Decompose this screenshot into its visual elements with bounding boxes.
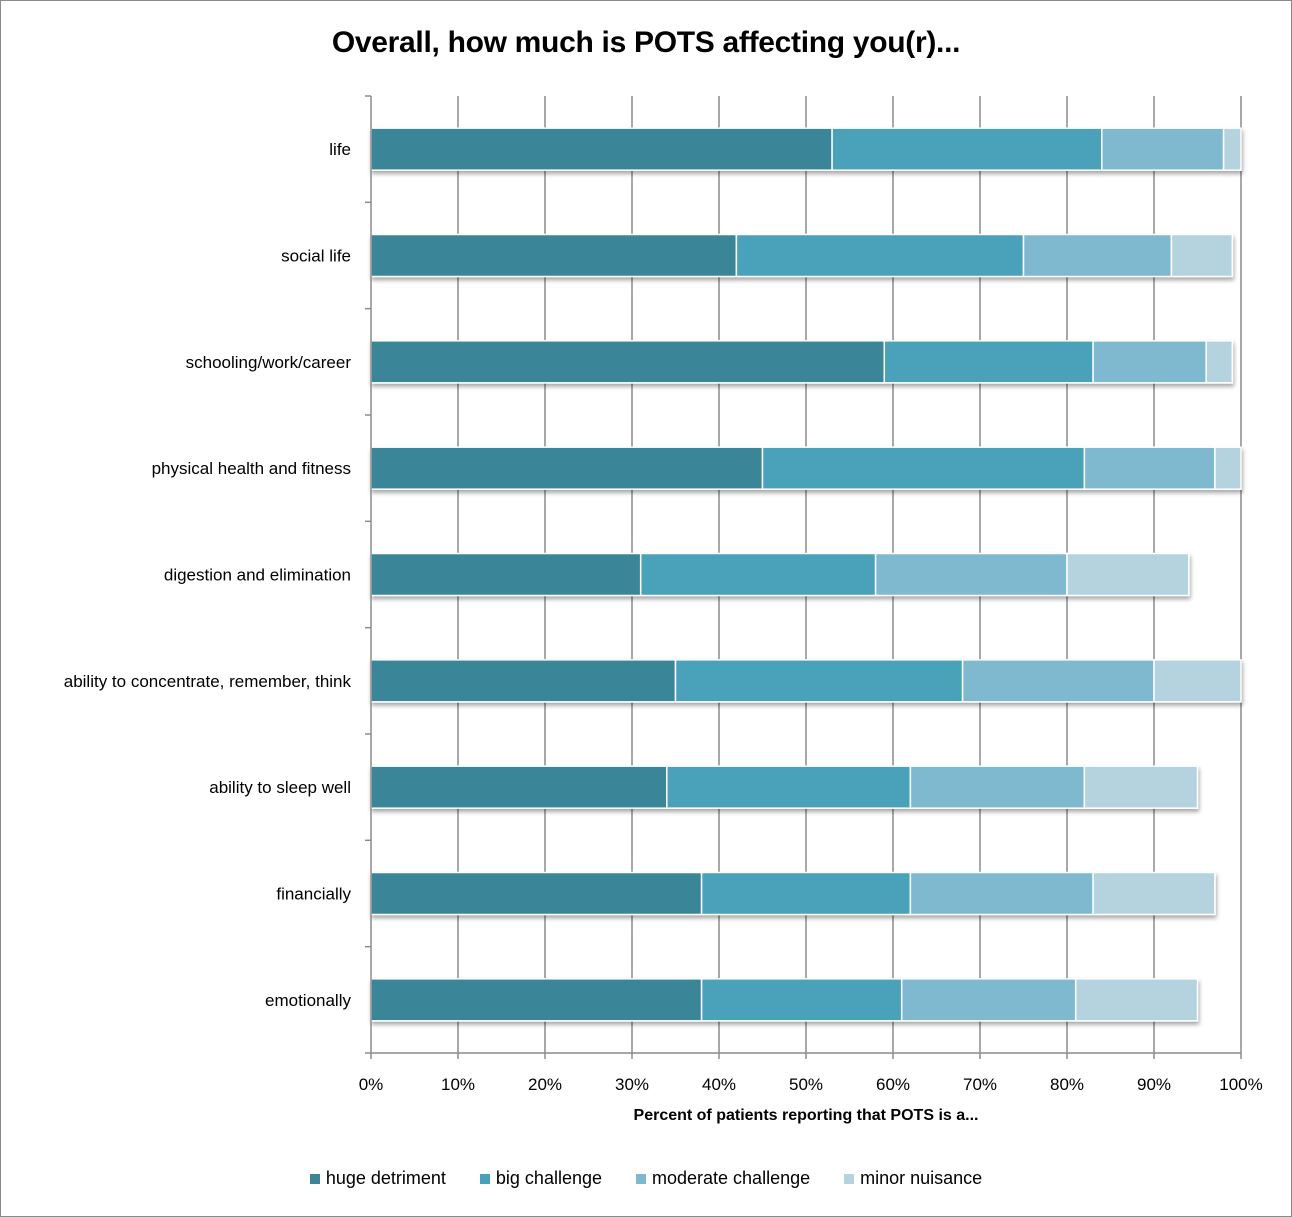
- legend-label: big challenge: [495, 1168, 602, 1188]
- bar-group: [370, 233, 1234, 278]
- bar-segment: [1083, 765, 1199, 809]
- bar-segment: [1214, 446, 1242, 490]
- bar-group: [370, 978, 1199, 1022]
- bar-segment: [1170, 233, 1234, 278]
- y-category-label: social life: [281, 247, 351, 266]
- x-axis-title: Percent of patients reporting that POTS …: [633, 1107, 979, 1124]
- bar-segment: [370, 552, 642, 597]
- y-category-label: schooling/work/career: [186, 353, 352, 372]
- bar-group: [370, 659, 1242, 703]
- bar-segment: [666, 765, 912, 809]
- bar-segment: [909, 765, 1086, 809]
- x-tick-label: 70%: [963, 1075, 997, 1094]
- bar-segment: [370, 659, 677, 703]
- y-category-label: ability to concentrate, remember, think: [64, 672, 352, 691]
- legend-swatch: [844, 1173, 855, 1184]
- legend-item: huge detriment: [309, 1168, 446, 1189]
- bar-segment: [909, 871, 1094, 916]
- x-tick-label: 60%: [876, 1075, 910, 1094]
- y-category-label: physical health and fitness: [152, 459, 351, 478]
- y-category-label: ability to sleep well: [209, 778, 351, 797]
- bar-group: [370, 871, 1216, 916]
- legend-label: huge detriment: [325, 1168, 446, 1188]
- bar-segment: [1222, 127, 1242, 171]
- bar-segment: [370, 127, 833, 171]
- bar-segment: [1205, 340, 1234, 384]
- bar-segment: [1083, 446, 1216, 490]
- bar-segment: [1066, 552, 1190, 597]
- legend: huge detriment big challenge moderate chal…: [0, 1168, 1292, 1189]
- bar-segment: [1074, 978, 1199, 1022]
- bar-group: [370, 446, 1242, 490]
- bar-segment: [883, 340, 1094, 384]
- bar-segment: [900, 978, 1077, 1022]
- bar-segment: [639, 552, 877, 597]
- bar-segment: [370, 765, 668, 809]
- bar-segment: [370, 340, 886, 384]
- bar-segment: [1153, 659, 1242, 703]
- y-category-label: life: [329, 140, 351, 159]
- legend-item: minor nuisance: [844, 1168, 982, 1189]
- bar-segment: [370, 978, 703, 1022]
- legend-swatch: [479, 1173, 490, 1184]
- x-tick-label: 10%: [441, 1075, 475, 1094]
- bar-group: [370, 340, 1234, 384]
- bar-segment: [831, 127, 1103, 171]
- chart-title: Overall, how much is POTS affecting you(…: [331, 26, 961, 59]
- x-tick-label: 30%: [615, 1075, 649, 1094]
- y-category-label: digestion and elimination: [164, 566, 351, 585]
- bar-segment: [874, 552, 1068, 597]
- bar-segment: [961, 659, 1155, 703]
- bars: [370, 127, 1242, 1022]
- bar-segment: [1092, 871, 1216, 916]
- x-tick-labels: 0% 10% 20% 30% 40% 50% 60% 70% 80% 90% 100%: [359, 1075, 1263, 1094]
- bar-group: [370, 765, 1199, 809]
- y-category-label: financially: [276, 885, 351, 904]
- legend-swatch: [309, 1173, 320, 1184]
- axes: [365, 95, 1242, 1059]
- x-tick-label: 20%: [528, 1075, 562, 1094]
- legend-item: big challenge: [479, 1168, 602, 1189]
- bar-segment: [1092, 340, 1207, 384]
- legend-label: minor nuisance: [860, 1168, 983, 1188]
- bar-segment: [370, 871, 703, 916]
- x-tick-label: 0%: [359, 1075, 384, 1094]
- y-category-labels: life social life schooling/work/career phys…: [64, 140, 352, 1010]
- bar-group: [370, 127, 1242, 171]
- bar-segment: [370, 233, 738, 278]
- legend-swatch: [636, 1173, 646, 1184]
- x-tick-label: 50%: [789, 1075, 823, 1094]
- y-category-label: emotionally: [265, 991, 351, 1010]
- bar-segment: [1101, 127, 1225, 171]
- x-tick-label: 40%: [702, 1075, 736, 1094]
- legend-item: moderate challenge: [636, 1168, 810, 1189]
- bar-segment: [370, 446, 764, 490]
- bar-segment: [700, 978, 903, 1022]
- bar-group: [370, 552, 1190, 597]
- x-tick-label: 90%: [1137, 1075, 1171, 1094]
- legend-label: moderate challenge: [652, 1168, 811, 1188]
- bar-segment: [700, 871, 912, 916]
- bar-segment: [1022, 233, 1173, 278]
- bar-segment: [674, 659, 964, 703]
- bar-segment: [735, 233, 1025, 278]
- x-tick-label: 80%: [1050, 1075, 1084, 1094]
- x-tick-label: 100%: [1219, 1075, 1262, 1094]
- bar-segment: [761, 446, 1086, 490]
